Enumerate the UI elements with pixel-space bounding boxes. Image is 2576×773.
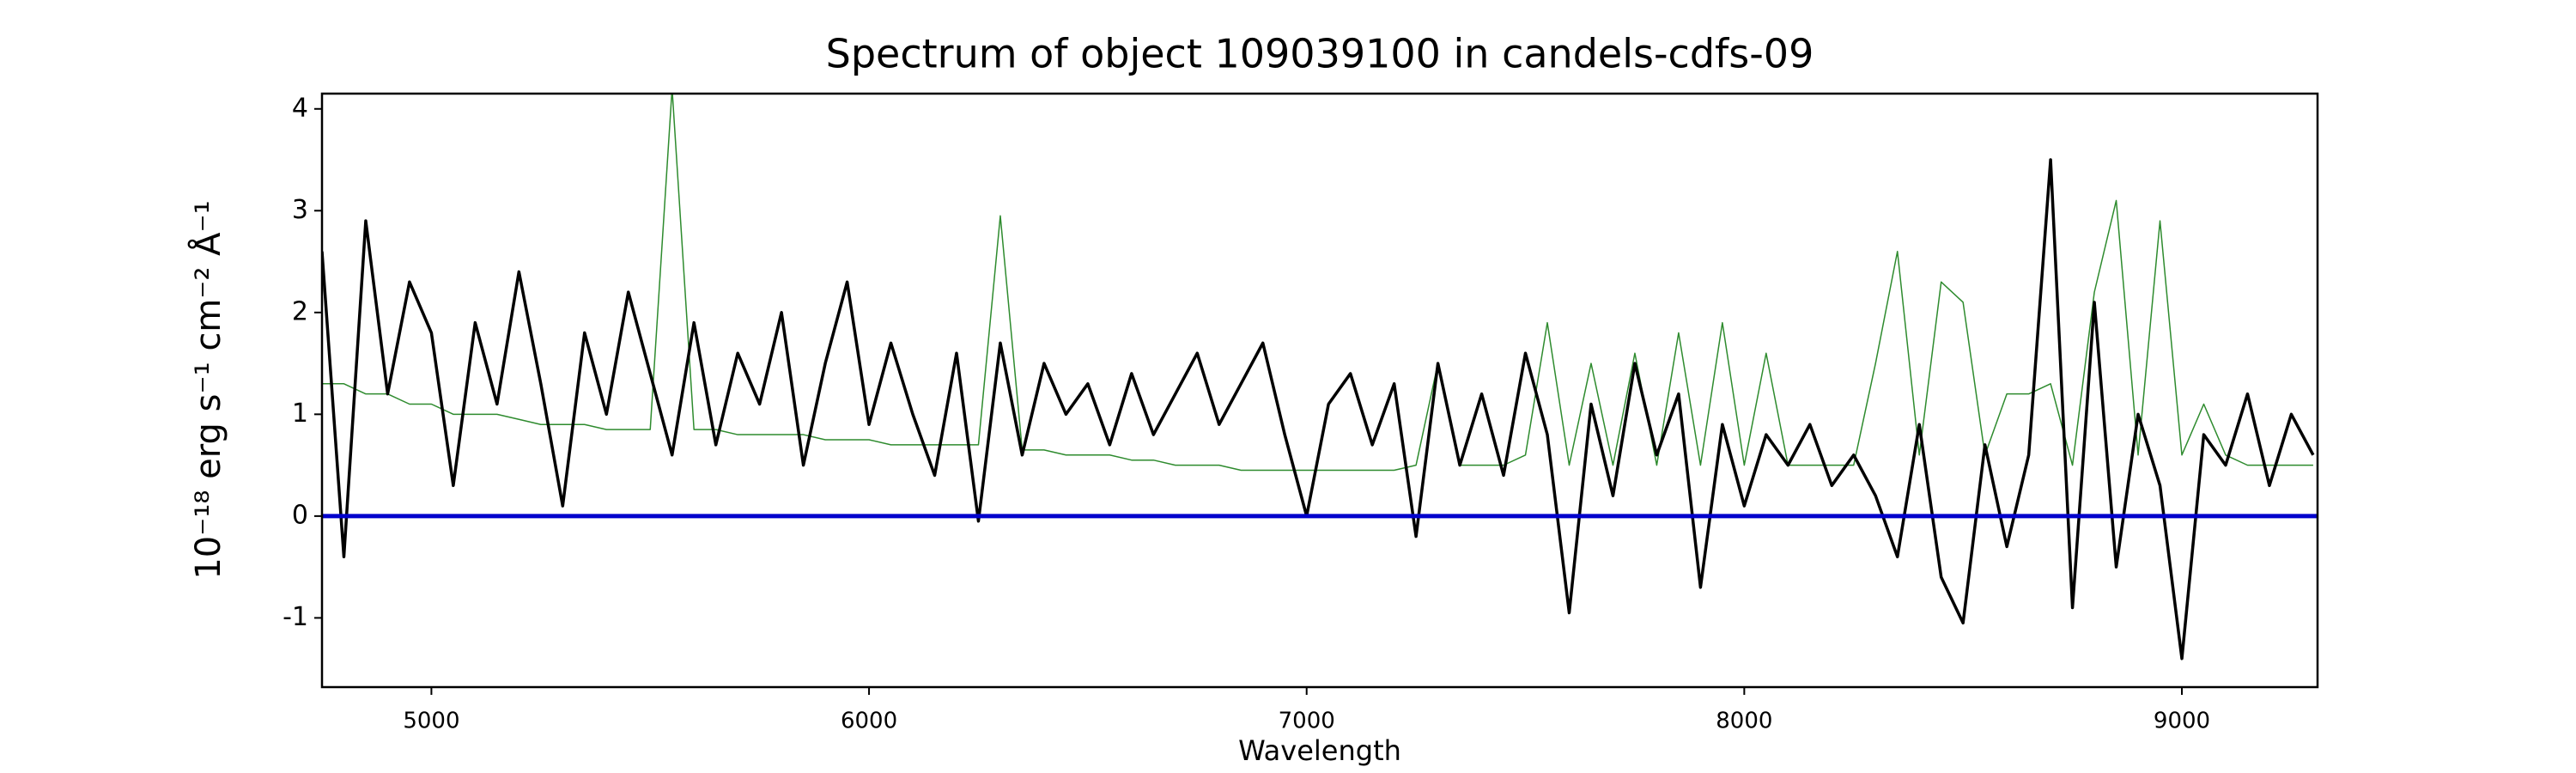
y-tick-label: 4	[292, 93, 308, 123]
y-tick-label: 2	[292, 296, 308, 326]
x-tick-label: 9000	[2154, 709, 2210, 734]
x-tick-label: 5000	[403, 709, 459, 734]
axes-frame	[320, 92, 2319, 689]
plot-area	[322, 94, 2318, 660]
y-tick-label: 0	[292, 500, 308, 530]
y-axis-label: 10⁻¹⁸ erg s⁻¹ cm⁻² Å⁻¹	[187, 200, 228, 579]
y-tick-label: -1	[283, 602, 308, 632]
x-tick-label: 7000	[1279, 709, 1335, 734]
y-tick-label: 1	[292, 399, 308, 429]
x-tick-label: 8000	[1716, 709, 1772, 734]
y-tick-label: 3	[292, 195, 308, 225]
x-tick-label: 6000	[841, 709, 897, 734]
spectrum-line	[322, 158, 2315, 660]
x-axis-label: Wavelength	[1238, 734, 1401, 767]
chart-title: Spectrum of object 109039100 in candels-…	[826, 31, 1814, 77]
spectrum-line	[322, 94, 2313, 472]
